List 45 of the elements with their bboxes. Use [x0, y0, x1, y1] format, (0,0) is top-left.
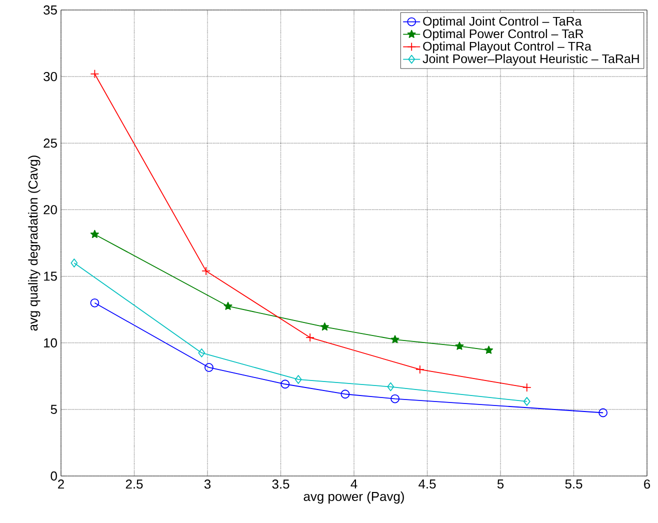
point	[390, 335, 400, 344]
point	[390, 394, 400, 404]
y-tick-label: 0	[50, 471, 57, 481]
point	[306, 333, 314, 342]
y-tick-label: 5	[50, 404, 57, 414]
x-tick-label: 3.5	[272, 480, 290, 489]
x-tick-label: 4.5	[418, 480, 436, 489]
x-tick-label: 3	[204, 480, 211, 489]
legend-label: Optimal Joint Control – TaRa	[423, 16, 582, 28]
x-tick-label: 5.5	[565, 480, 582, 489]
x-tick-label: 4	[350, 480, 358, 488]
y-axis-title: avg quality degradation (Cavg)	[28, 156, 40, 331]
x-axis-title: avg power (Pavg)	[304, 492, 404, 504]
point	[198, 348, 206, 358]
x-tick-label: 2	[58, 480, 64, 489]
point	[294, 375, 302, 384]
point	[280, 380, 290, 389]
y-tick-label: 15	[44, 272, 57, 281]
y-tick-label: 35	[44, 5, 57, 15]
x-tick-label: 2.5	[126, 480, 143, 489]
x-tick-label: 6	[644, 480, 650, 489]
point	[90, 298, 100, 308]
y-tick-label: 10	[44, 338, 57, 348]
point	[598, 408, 608, 418]
legend-label: Joint Power–Playout Heuristic – TaRaH	[422, 54, 639, 66]
point	[523, 396, 530, 406]
y-tick-label: 30	[44, 72, 57, 82]
y-tick-label: 20	[44, 205, 57, 214]
point	[455, 342, 464, 350]
point	[415, 365, 424, 374]
point	[224, 302, 232, 310]
point	[70, 258, 78, 268]
point	[340, 390, 350, 399]
point	[387, 382, 394, 392]
point	[204, 363, 214, 372]
y-tick-label: 25	[44, 138, 57, 148]
x-tick-label: 5	[497, 480, 504, 489]
point	[320, 322, 329, 331]
legend-label: Optimal Playout Control – TRa	[423, 42, 592, 54]
point	[202, 266, 210, 276]
point	[90, 230, 99, 238]
legend-label: Optimal Power Control – TaR	[423, 29, 584, 41]
point	[484, 346, 494, 354]
point	[90, 69, 100, 78]
point	[522, 383, 532, 392]
